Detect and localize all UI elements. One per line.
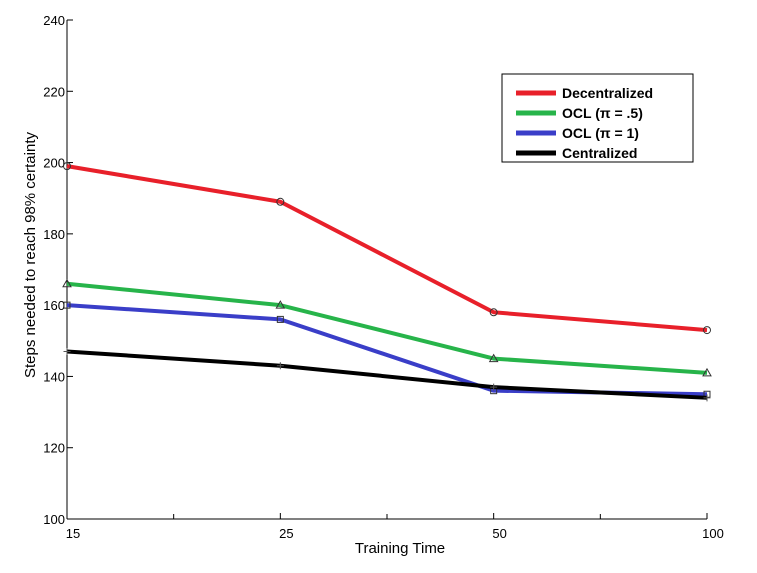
x-tick-label-0: 15 — [66, 526, 80, 541]
data-point-1-3 — [702, 367, 712, 377]
legend-label-2: OCL (π = 1) — [562, 125, 639, 141]
y-tick-label-1: 120 — [43, 441, 65, 456]
data-point-0-0 — [63, 162, 71, 171]
series-2 — [63, 301, 711, 398]
y-tick-label-2: 140 — [43, 369, 65, 384]
y-tick-label-5: 200 — [43, 156, 65, 171]
y-tick-label-3: 160 — [43, 298, 65, 313]
y-axis-title: Steps needed to reach 98% certainty — [22, 132, 39, 378]
legend-label-3: Centralized — [562, 145, 637, 161]
data-point-1-0 — [62, 278, 72, 288]
axes: 100 120 140 160 180 200 220 240 15 25 50 100 — [43, 13, 724, 541]
y-tick-label-4: 180 — [43, 227, 65, 242]
data-point-2-0 — [63, 301, 71, 309]
data-point-3-1 — [276, 362, 284, 370]
series-0 — [63, 162, 711, 335]
legend-item-0: Decentralized — [516, 85, 653, 101]
y-tick-label-0: 100 — [43, 512, 65, 527]
data-point-3-3 — [703, 394, 711, 402]
legend-item-2: OCL (π = 1) — [516, 125, 639, 141]
series-line-1 — [66, 281, 708, 375]
data-point-0-2 — [489, 308, 498, 317]
legend-item-1: OCL (π = .5) — [516, 105, 643, 121]
series-1 — [62, 278, 712, 377]
x-tick-label-1: 25 — [279, 526, 293, 541]
data-point-0-3 — [703, 326, 711, 335]
legend-label-0: Decentralized — [562, 85, 653, 101]
data-point-2-1 — [276, 315, 284, 323]
legend-label-1: OCL (π = .5) — [562, 105, 643, 121]
legend-item-3: Centralized — [516, 145, 637, 161]
data-point-3-0 — [63, 347, 71, 355]
y-tick-label-6: 220 — [43, 84, 65, 99]
series-line-2 — [66, 303, 708, 397]
data-point-1-1 — [275, 300, 286, 309]
data-point-1-2 — [488, 353, 499, 363]
series-layer — [62, 162, 712, 402]
data-point-3-2 — [490, 383, 498, 391]
y-tick-label-7: 240 — [43, 13, 65, 28]
x-axis-title: Training Time — [355, 540, 445, 557]
x-tick-label-2: 50 — [492, 526, 506, 541]
series-line-0 — [66, 164, 708, 333]
legend: Decentralized OCL (π = .5) OCL (π = 1) Cent… — [501, 73, 694, 163]
series-3 — [63, 347, 711, 402]
legend-box — [501, 73, 694, 163]
data-point-0-1 — [276, 197, 285, 206]
x-tick-label-3: 100 — [702, 526, 724, 541]
series-line-3 — [66, 349, 708, 400]
